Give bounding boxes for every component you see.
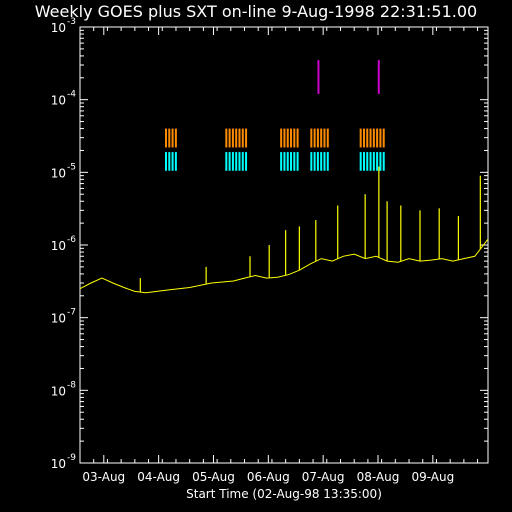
x-tick-label: 07-Aug <box>302 470 345 484</box>
x-tick-label: 06-Aug <box>247 470 290 484</box>
orange-bar <box>286 128 289 148</box>
cyan-bar <box>241 152 244 171</box>
cyan-bar <box>359 152 362 171</box>
cyan-bar <box>238 152 241 171</box>
cyan-bar <box>362 152 365 171</box>
cyan-bar <box>382 152 385 171</box>
orange-bar <box>225 128 228 148</box>
cyan-bar <box>231 152 234 171</box>
x-tick-label: 09-Aug <box>411 470 454 484</box>
orange-bar <box>231 128 234 148</box>
cyan-bar <box>323 152 326 171</box>
x-axis: 03-Aug 04-Aug 05-Aug 06-Aug 07-Aug 08-Aug 09-A… <box>79 27 479 484</box>
x-axis-label: Start Time (02-Aug-98 13:35:00) <box>186 487 382 501</box>
cyan-bar <box>280 152 283 171</box>
cyan-bar <box>326 152 329 171</box>
orange-bar <box>171 128 174 148</box>
y-tick-exponent: -8 <box>67 380 76 390</box>
orange-bar <box>313 128 316 148</box>
cyan-bar <box>310 152 313 171</box>
cyan-bar <box>168 152 171 171</box>
cyan-bar <box>313 152 316 171</box>
orange-bar <box>310 128 313 148</box>
y-tick-label: 10 <box>51 457 66 471</box>
orange-bar <box>359 128 362 148</box>
cyan-bar <box>225 152 228 171</box>
cyan-bar <box>228 152 231 171</box>
orange-bar <box>280 128 283 148</box>
y-tick-exponent: -7 <box>67 308 76 318</box>
orange-bar <box>362 128 365 148</box>
orange-bar <box>245 128 248 148</box>
orange-bar <box>283 128 286 148</box>
orange-bar <box>326 128 329 148</box>
orange-bar <box>372 128 375 148</box>
y-tick-exponent: -4 <box>67 90 76 100</box>
cyan-bar <box>286 152 289 171</box>
orange-bar <box>369 128 372 148</box>
orange-bar <box>241 128 244 148</box>
cyan-bar <box>369 152 372 171</box>
magenta-bar <box>317 60 320 94</box>
orange-bar <box>382 128 385 148</box>
cyan-bar <box>174 152 177 171</box>
cyan-bar <box>320 152 323 171</box>
orange-bar <box>165 128 167 148</box>
y-tick-label: 10 <box>51 239 66 253</box>
cyan-bar <box>372 152 375 171</box>
cyan-bar <box>245 152 248 171</box>
y-tick-label: 10 <box>51 166 66 180</box>
cyan-bar <box>296 152 299 171</box>
goes-flux-line <box>79 238 489 294</box>
cyan-bar <box>376 152 379 171</box>
magenta-bar <box>377 60 380 94</box>
orange-bar <box>296 128 299 148</box>
orange-bar <box>316 128 319 148</box>
cyan-bar <box>293 152 296 171</box>
orange-bar <box>174 128 177 148</box>
cyan-bar <box>171 152 174 171</box>
cyan-bar <box>290 152 293 171</box>
x-tick-label: 04-Aug <box>137 470 180 484</box>
orange-bar <box>379 128 382 148</box>
plot-frame <box>79 26 489 464</box>
orange-bar <box>168 128 171 148</box>
y-tick-exponent: -3 <box>67 17 76 27</box>
x-tick-label: 05-Aug <box>192 470 235 484</box>
y-tick-exponent: -5 <box>67 162 76 172</box>
cyan-bar <box>283 152 286 171</box>
observation-bars <box>165 60 385 171</box>
orange-bar <box>293 128 296 148</box>
orange-bar <box>238 128 241 148</box>
chart-title: Weekly GOES plus SXT on-line 9-Aug-1998 … <box>35 2 477 21</box>
orange-bar <box>228 128 231 148</box>
cyan-bar <box>165 152 167 171</box>
y-tick-label: 10 <box>51 94 66 108</box>
orange-bar <box>376 128 379 148</box>
orange-bar <box>323 128 326 148</box>
y-axis: 10-310-410-510-610-710-810-9 <box>51 17 488 471</box>
y-tick-label: 10 <box>51 312 66 326</box>
orange-bar <box>320 128 323 148</box>
flux-series <box>79 166 489 294</box>
orange-bar <box>235 128 238 148</box>
y-tick-exponent: -9 <box>67 453 76 463</box>
y-tick-label: 10 <box>51 21 66 35</box>
y-tick-label: 10 <box>51 384 66 398</box>
orange-bar <box>290 128 293 148</box>
x-tick-label: 03-Aug <box>82 470 125 484</box>
cyan-bar <box>366 152 369 171</box>
y-tick-exponent: -6 <box>67 235 76 245</box>
cyan-bar <box>316 152 319 171</box>
x-tick-label: 08-Aug <box>357 470 400 484</box>
orange-bar <box>366 128 369 148</box>
cyan-bar <box>235 152 238 171</box>
cyan-bar <box>379 152 382 171</box>
